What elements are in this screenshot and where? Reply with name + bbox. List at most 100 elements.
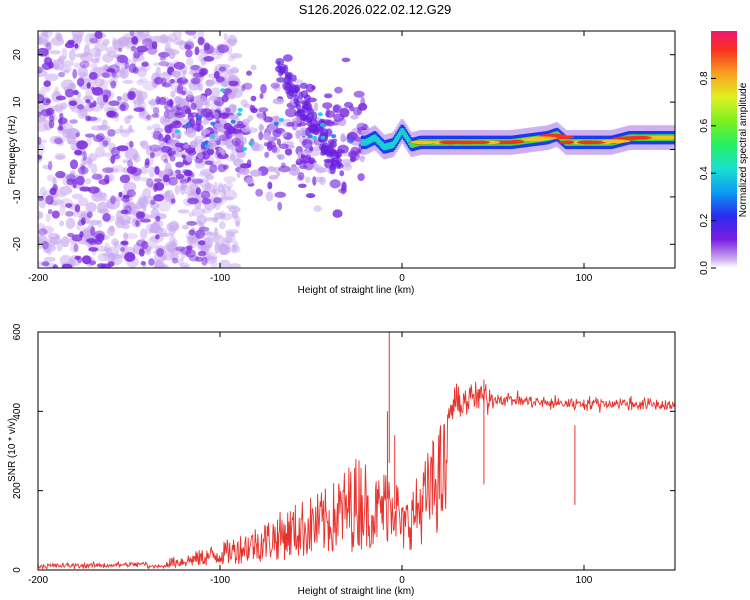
spectral-blob (136, 67, 147, 78)
spectral-blob (210, 121, 216, 126)
spectral-blob (159, 34, 169, 44)
spectral-blob (122, 194, 130, 199)
spectral-blob (38, 196, 44, 201)
spectral-blob (272, 129, 282, 138)
spectral-blob (152, 62, 160, 67)
spectral-blob (267, 166, 276, 172)
spectral-blob (339, 170, 345, 177)
spectral-blob (168, 112, 174, 120)
spectral-blob (85, 178, 92, 185)
spectral-blob (169, 155, 176, 162)
spectral-blob (38, 154, 43, 160)
spectral-blob (357, 173, 365, 181)
spectral-blob (145, 158, 150, 166)
spectral-blob (45, 212, 52, 223)
spectral-blob (187, 176, 192, 182)
spectral-blob (217, 44, 229, 54)
spectral-blob (205, 174, 214, 181)
spectral-blob (155, 234, 160, 240)
spectral-blob (322, 102, 333, 109)
spectral-blob (49, 237, 62, 245)
spectral-blob (137, 198, 147, 205)
spectral-blob (130, 45, 137, 52)
x-tick-label: -200 (28, 575, 48, 586)
spectral-blob (176, 83, 184, 94)
spectral-blob (331, 134, 337, 139)
spectral-blob (272, 98, 285, 105)
spectral-blob (188, 212, 194, 217)
spectral-blob (139, 166, 149, 175)
spectral-blob (89, 63, 99, 69)
spectral-blob (203, 44, 214, 55)
spectral-blob (240, 99, 249, 107)
spectral-blob (314, 164, 322, 171)
spectral-blob (64, 88, 75, 98)
x-tick-label: -100 (210, 575, 230, 586)
ridge-hot (438, 140, 461, 145)
spectral-blob (146, 125, 153, 131)
spectral-blob (214, 212, 226, 220)
colorbar-ticks: 0.0 0.2 0.4 0.6 0.8 (699, 71, 716, 275)
spectral-blob (266, 141, 273, 152)
spectral-blob (41, 139, 48, 144)
spectral-blob (74, 255, 81, 260)
spectral-blob (186, 220, 198, 226)
spectral-blob (44, 73, 59, 82)
spectral-blob (171, 147, 182, 152)
spectral-blob (102, 38, 110, 46)
spectral-blob (197, 250, 207, 257)
spectral-blob (157, 200, 171, 212)
spectral-blob (183, 144, 190, 149)
spectral-blob (301, 139, 313, 149)
spectral-blob (313, 102, 319, 112)
spectral-blob (116, 95, 122, 102)
spectral-blob (228, 104, 238, 109)
spectral-blob (128, 124, 133, 133)
spectral-blob (172, 31, 182, 40)
spectral-blob (175, 161, 184, 168)
spectral-blob (305, 100, 311, 106)
spectral-blob (348, 138, 354, 143)
ridge-hot (504, 140, 520, 145)
spectral-blob (198, 83, 204, 92)
spectral-blob (248, 141, 254, 146)
spectral-blob (185, 127, 197, 138)
spectral-blob (167, 32, 178, 43)
spectral-blob (331, 138, 338, 143)
spectral-blob (103, 247, 112, 253)
spectral-blob (200, 100, 209, 106)
spectral-blob (260, 83, 267, 94)
spectral-blob (274, 191, 287, 198)
spectral-blob (230, 66, 239, 74)
spectral-blob (107, 128, 116, 137)
spectral-blob (185, 57, 194, 66)
spectral-blob (47, 209, 53, 215)
spectral-blob (228, 114, 239, 120)
spectral-blob (138, 193, 147, 206)
spectral-blob (83, 44, 91, 57)
spectral-blob (168, 176, 178, 186)
spectral-blob (340, 133, 346, 143)
spectral-blob (264, 151, 270, 158)
spectral-blob (130, 167, 142, 176)
spectral-blob (246, 70, 253, 76)
spectral-blob (180, 249, 186, 260)
spectral-blob (173, 61, 185, 70)
y-tick-label: -20 (12, 237, 23, 252)
spectral-blob (48, 160, 53, 171)
spectral-blob (198, 72, 204, 77)
spectral-blob (258, 107, 269, 113)
spectral-blob (217, 184, 225, 193)
spectral-blob (353, 90, 365, 98)
spectral-blob (175, 98, 185, 108)
spectral-blob (312, 176, 317, 186)
spectral-blob (127, 114, 134, 120)
spectral-blob (205, 231, 215, 237)
spectral-blob (329, 179, 341, 189)
spectral-blob (268, 174, 279, 180)
spectral-blob (100, 192, 107, 197)
spectral-blob (317, 112, 323, 117)
spectral-blob (80, 51, 93, 63)
spectral-blob (61, 47, 68, 59)
